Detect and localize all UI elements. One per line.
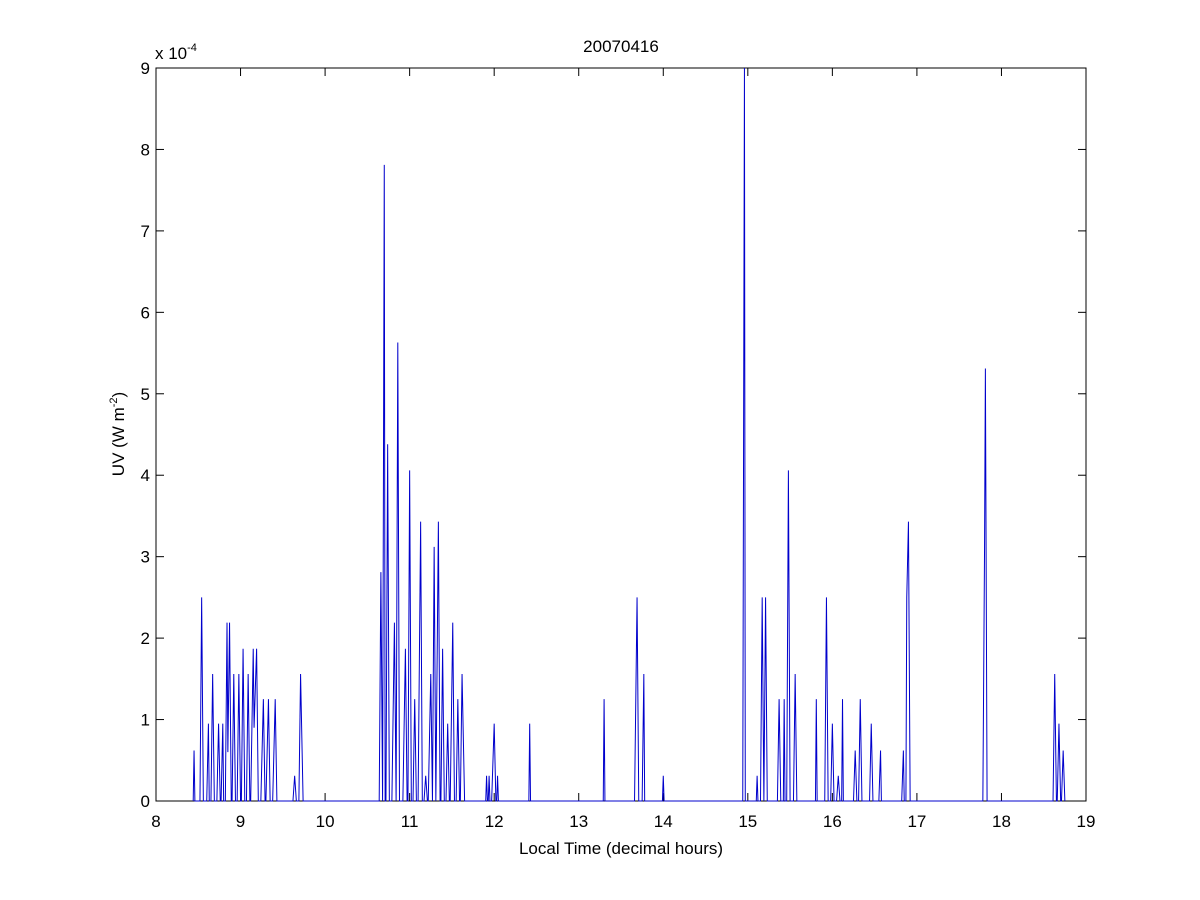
x-tick-label: 9 xyxy=(236,812,245,831)
x-tick-label: 19 xyxy=(1077,812,1096,831)
x-tick-label: 14 xyxy=(654,812,673,831)
chart-title: 20070416 xyxy=(583,37,659,56)
x-axis-label: Local Time (decimal hours) xyxy=(519,839,723,858)
x-tick-label: 13 xyxy=(569,812,588,831)
y-axis-label: UV (W m-2) xyxy=(108,392,128,476)
x-tick-label: 17 xyxy=(907,812,926,831)
y-axis: 0 1 2 3 4 5 6 7 8 9 xyxy=(141,59,1086,811)
y-tick-label: 2 xyxy=(141,629,150,648)
x-tick-label: 10 xyxy=(316,812,335,831)
series-line-0 xyxy=(192,67,1066,802)
y-axis-label-exponent: -2 xyxy=(108,397,120,407)
x-tick-label: 8 xyxy=(151,812,160,831)
x-tick-label: 11 xyxy=(401,812,419,831)
y-tick-label: 3 xyxy=(141,548,150,567)
series-layer xyxy=(192,67,1066,802)
y-axis-multiplier-exponent: -4 xyxy=(187,42,197,54)
y-tick-label: 8 xyxy=(141,140,150,159)
x-tick-label: 18 xyxy=(992,812,1011,831)
y-tick-label: 1 xyxy=(141,711,150,730)
y-tick-label: 7 xyxy=(141,222,150,241)
x-tick-label: 12 xyxy=(485,812,504,831)
y-tick-label: 0 xyxy=(141,792,150,811)
y-tick-label: 9 xyxy=(141,59,150,78)
y-tick-label: 5 xyxy=(141,385,150,404)
y-tick-label: 4 xyxy=(141,466,150,485)
x-tick-label: 15 xyxy=(738,812,757,831)
y-tick-label: 6 xyxy=(141,303,150,322)
y-axis-multiplier: x 10-4 xyxy=(155,42,197,63)
y-axis-multiplier-base: x 10 xyxy=(155,44,187,63)
x-axis: 8 9 10 11 12 13 14 15 16 17 18 19 xyxy=(151,68,1095,831)
plot-area xyxy=(155,67,1087,802)
x-tick-label: 16 xyxy=(823,812,842,831)
y-axis-label-text: UV (W m xyxy=(109,407,128,476)
svg-text:UV (W m-2): UV (W m-2) xyxy=(108,392,128,476)
y-axis-label-suffix: ) xyxy=(109,392,128,398)
